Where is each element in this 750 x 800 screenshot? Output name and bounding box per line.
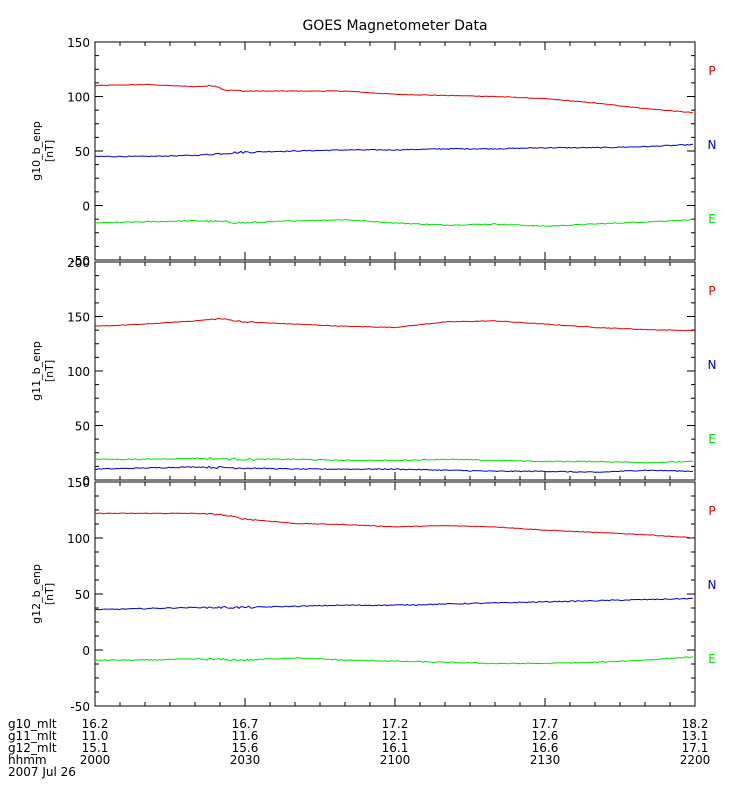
legend-label-N: N <box>708 358 717 372</box>
footer-value: 2100 <box>380 753 411 767</box>
footer-value: 16.1 <box>382 741 409 755</box>
y-tick-label: 50 <box>75 588 90 602</box>
y-tick-label: 0 <box>82 200 90 214</box>
y-tick-label: 100 <box>67 532 90 546</box>
y-tick-label: 100 <box>67 365 90 379</box>
footer-value: 16.6 <box>532 741 559 755</box>
y-axis-unit: [nT] <box>43 583 56 605</box>
legend-label-E: E <box>708 432 716 446</box>
y-tick-label: 200 <box>67 256 90 270</box>
footer-row-label: g11_mlt <box>8 729 57 743</box>
footer-date: 2007 Jul 26 <box>8 765 76 779</box>
y-axis-unit: [nT] <box>43 140 56 162</box>
series-line-P <box>94 83 694 114</box>
footer-value: 11.6 <box>232 729 259 743</box>
y-tick-label: 150 <box>67 476 90 490</box>
y-tick-label: 0 <box>82 474 90 488</box>
footer-value: 2200 <box>680 753 711 767</box>
footer-value: 12.6 <box>532 729 559 743</box>
chart-title: GOES Magnetometer Data <box>302 18 487 34</box>
footer-value: 17.2 <box>382 717 409 731</box>
series-line-E <box>94 457 694 464</box>
y-tick-label: 50 <box>75 145 90 159</box>
legend-label-E: E <box>708 652 716 666</box>
footer-row-label: g12_mlt <box>8 741 57 755</box>
series-line-P <box>94 512 694 539</box>
series-line-E <box>94 218 694 227</box>
legend-label-P: P <box>708 284 715 298</box>
panel-3: 150 100 50 0 -50 g12_b_enp [nT] P N E <box>30 476 716 714</box>
legend-label-N: N <box>708 138 717 152</box>
series-line-N <box>94 143 694 158</box>
footer-value: 2130 <box>530 753 561 767</box>
y-axis-label: g12_b_enp <box>30 564 43 624</box>
footer-value: 17.7 <box>532 717 559 731</box>
footer-value: 11.0 <box>82 729 109 743</box>
footer-table: g10_mlt 16.2 16.7 17.2 17.7 18.2 g11_mlt 11.0 11… <box>8 717 710 779</box>
footer-value: 12.1 <box>382 729 409 743</box>
y-tick-label: 150 <box>67 36 90 50</box>
footer-value: 13.1 <box>682 729 709 743</box>
y-tick-label: -50 <box>70 700 90 714</box>
footer-value: 15.6 <box>232 741 259 755</box>
y-tick-label: -50 <box>70 254 90 268</box>
footer-value: 2030 <box>230 753 261 767</box>
y-axis-label: g10_b_enp <box>30 121 43 181</box>
legend-label-E: E <box>708 212 716 226</box>
footer-value: 18.2 <box>682 717 709 731</box>
y-axis-unit: [nT] <box>43 360 56 382</box>
footer-value: 16.2 <box>82 717 109 731</box>
y-tick-label: 0 <box>82 644 90 658</box>
legend-label-P: P <box>708 504 715 518</box>
y-tick-label: 150 <box>67 311 90 325</box>
y-axis-label: g11_b_enp <box>30 341 43 401</box>
series-line-N <box>94 465 694 473</box>
legend-label-P: P <box>708 64 715 78</box>
panel-1: 150 100 50 0 -50 g10_b_enp [nT] P N E <box>30 36 716 268</box>
footer-value: 16.7 <box>232 717 259 731</box>
footer-value: 15.1 <box>82 741 109 755</box>
footer-value: 17.1 <box>682 741 709 755</box>
panel-2: 200 150 100 50 0 g11_b_enp [nT] P N E <box>30 256 716 488</box>
y-tick-label: 50 <box>75 420 90 434</box>
series-line-N <box>94 597 694 611</box>
footer-row-label: hhmm <box>8 753 47 767</box>
legend-label-N: N <box>708 578 717 592</box>
series-line-P <box>94 317 693 332</box>
footer-value: 2000 <box>80 753 111 767</box>
series-line-E <box>94 655 694 665</box>
footer-row-label: g10_mlt <box>8 717 57 731</box>
y-tick-label: 100 <box>67 91 90 105</box>
